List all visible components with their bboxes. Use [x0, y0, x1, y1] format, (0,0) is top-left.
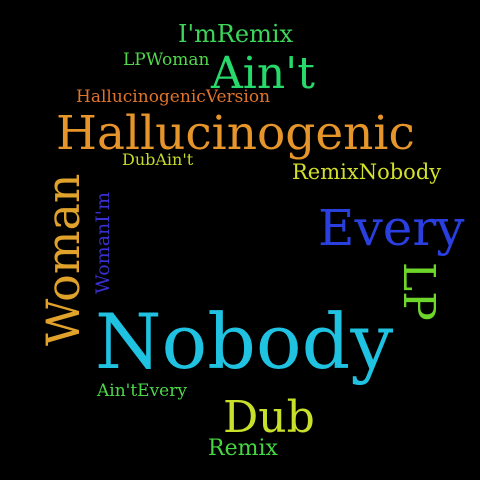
word-aint: Ain't	[211, 48, 315, 99]
word-hallucinogenic: Hallucinogenic	[56, 106, 415, 161]
word-lp-woman: LPWoman	[123, 50, 210, 70]
word-remix-nobody: RemixNobody	[292, 160, 442, 184]
word-im-remix: I'mRemix	[178, 20, 294, 48]
word-woman: Woman	[36, 173, 90, 346]
word-dub-aint: DubAin't	[122, 150, 194, 169]
word-nobody: Nobody	[95, 297, 394, 386]
word-dub: Dub	[223, 392, 315, 443]
word-woman-im: WomanI'm	[92, 191, 114, 294]
word-hallucinogenic-version: HallucinogenicVersion	[76, 87, 271, 107]
word-every: Every	[318, 199, 465, 257]
word-lp: LP	[393, 262, 444, 321]
word-remix: Remix	[208, 436, 278, 461]
word-aint-every: Ain'tEvery	[97, 381, 187, 401]
